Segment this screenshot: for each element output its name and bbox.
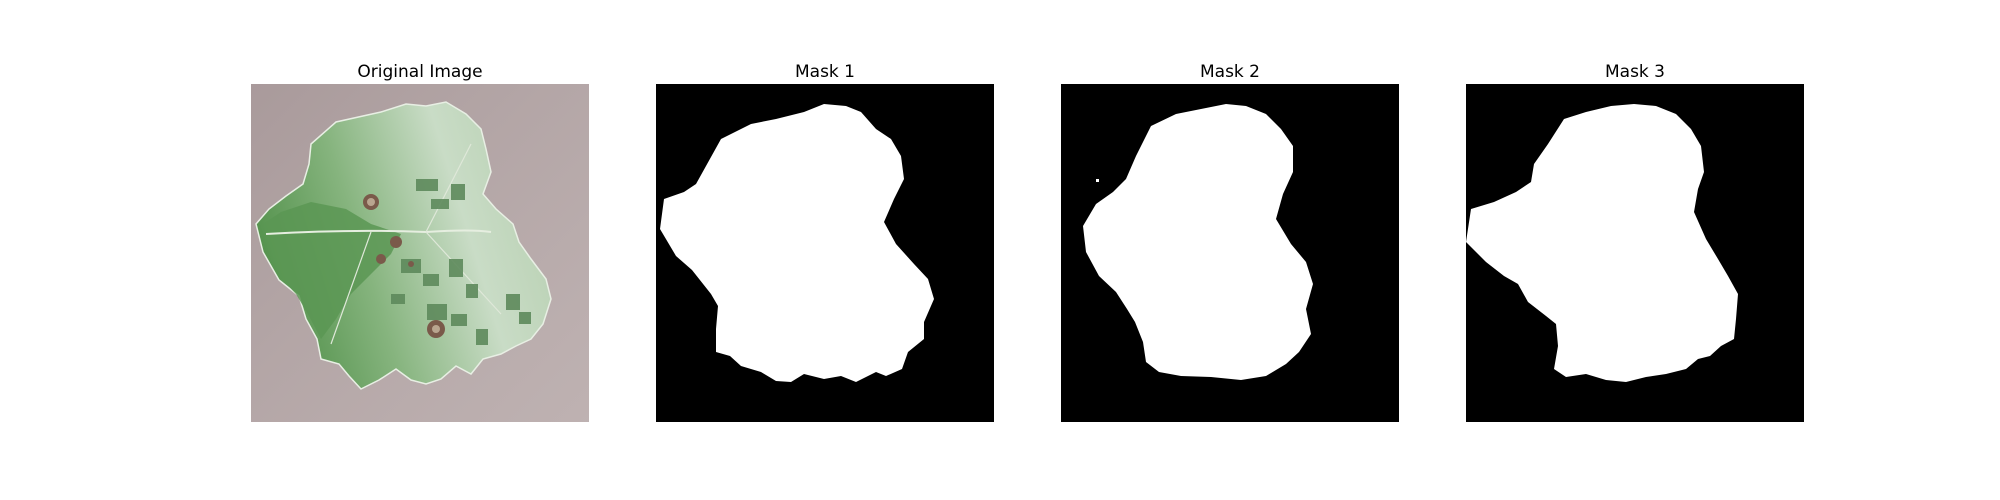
panel-mask-2: Mask 2 xyxy=(1061,60,1399,422)
panel-title: Mask 3 xyxy=(1604,62,1665,82)
panel-title: Mask 2 xyxy=(1199,62,1260,82)
leaf-dark-patches xyxy=(391,179,531,345)
mask-3-region xyxy=(1466,104,1738,382)
panel-title: Original Image xyxy=(357,62,483,82)
leaf-left-lobe xyxy=(263,202,401,339)
mask-2-region xyxy=(1083,104,1313,380)
panel-original-image: Original Image xyxy=(251,60,589,422)
mask-2-image xyxy=(1061,84,1399,422)
mask-3-image xyxy=(1466,84,1804,422)
mask-1-image xyxy=(656,84,994,422)
panel-title: Mask 1 xyxy=(794,62,855,82)
panel-mask-1: Mask 1 xyxy=(656,60,994,422)
mask-1-region xyxy=(660,104,934,382)
leaf-midrib xyxy=(265,229,492,235)
panel-mask-3: Mask 3 xyxy=(1466,60,1804,422)
original-leaf-photo xyxy=(251,84,589,422)
